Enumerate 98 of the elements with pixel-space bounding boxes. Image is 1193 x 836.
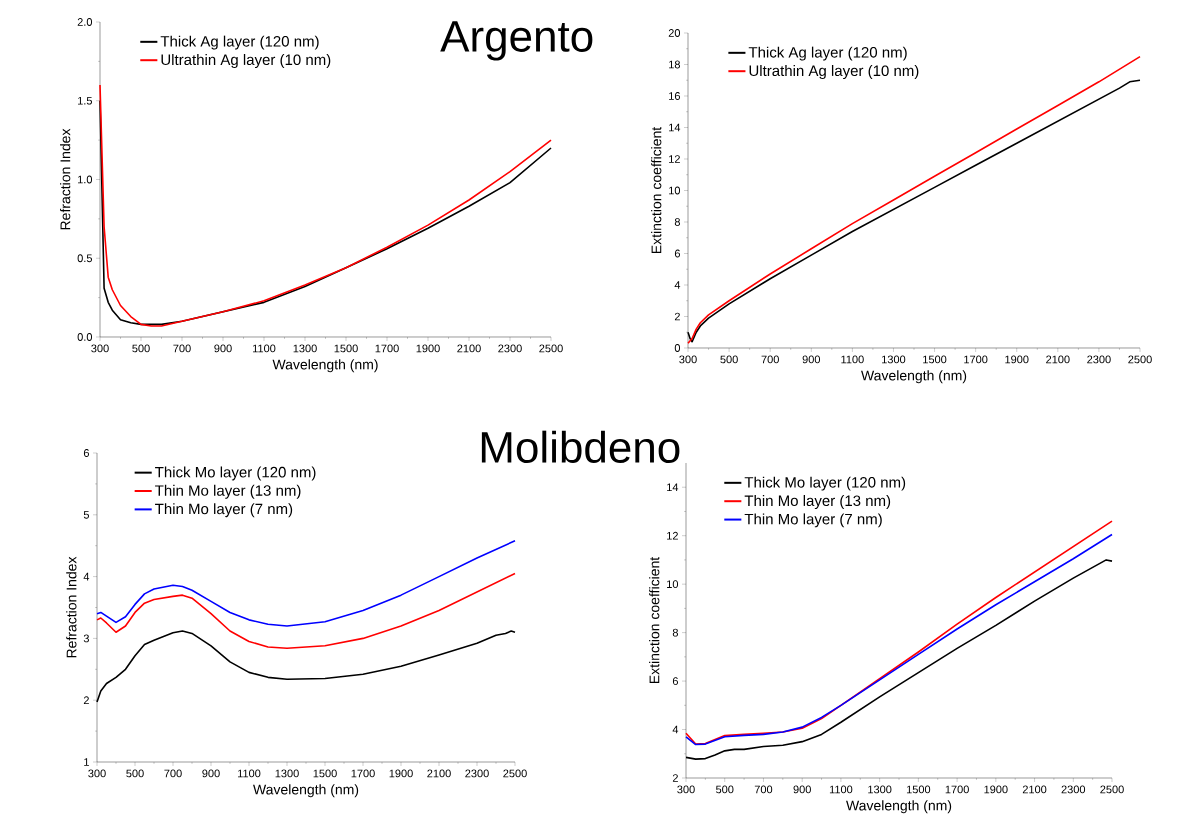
x-tick-label: 1900 [389, 769, 413, 778]
y-tick-label: 0.5 [77, 254, 92, 263]
chart-title: Molibdeno [481, 430, 680, 463]
x-tick-label: 500 [126, 769, 144, 778]
x-tick-label: 1900 [1005, 355, 1029, 364]
x-tick-label: 2500 [503, 769, 527, 778]
y-axis-title: Extinction coefficient [651, 126, 662, 254]
x-tick-label: 2300 [465, 769, 489, 778]
x-tick-label: 300 [677, 785, 695, 794]
x-tick-label: 2300 [1061, 785, 1086, 794]
x-tick-label: 1300 [882, 355, 906, 364]
x-tick-label: 900 [202, 769, 220, 778]
y-tick-label: 14 [669, 123, 681, 132]
x-tick-label: 500 [132, 344, 150, 353]
x-tick-label: 2500 [539, 344, 563, 353]
y-axis-title: Refraction Index [60, 128, 71, 230]
y-axis-title: Refraction Index [66, 556, 77, 658]
y-tick-label: 2.0 [77, 18, 93, 26]
x-tick-label: 700 [164, 769, 182, 778]
x-tick-label: 2300 [498, 344, 522, 353]
x-tick-label: 2100 [1022, 785, 1047, 794]
y-tick-label: 6 [83, 449, 89, 457]
x-tick-label: 2100 [457, 344, 481, 353]
x-tick-label: 900 [793, 785, 811, 794]
x-tick-label: 1900 [416, 344, 440, 353]
y-tick-label: 2 [672, 774, 678, 782]
x-tick-label: 2300 [1087, 355, 1111, 364]
x-axis-title: Wavelength (nm) [272, 359, 378, 373]
y-tick-label: 1.5 [78, 96, 92, 105]
y-tick-label: 0 [674, 344, 681, 352]
x-tick-label: 2500 [1100, 785, 1124, 794]
legend-label: Thin Mo layer (7 nm) [744, 513, 882, 528]
x-axis-title: Wavelength (nm) [846, 800, 952, 814]
y-tick-label: 4 [83, 572, 90, 581]
x-tick-label: 300 [679, 355, 697, 364]
legend-label: Thin Mo layer (13 nm) [155, 484, 301, 499]
legend-label: Thick Mo layer (120 nm) [744, 476, 906, 491]
x-tick-label: 300 [91, 344, 109, 353]
x-axis-title: Wavelength (nm) [253, 784, 359, 798]
x-tick-label: 1100 [829, 785, 853, 794]
legend-label: Thick Ag layer (120 nm) [748, 46, 907, 61]
x-tick-label: 1700 [351, 769, 375, 778]
x-tick-label: 700 [173, 344, 191, 353]
y-tick-label: 1 [84, 758, 89, 766]
legend-label: Thin Mo layer (13 nm) [744, 495, 891, 509]
x-tick-label: 1100 [841, 355, 864, 364]
legend-label: Thin Mo layer (7 nm) [155, 503, 293, 518]
y-tick-label: 0.0 [77, 333, 93, 341]
x-tick-label: 1500 [923, 355, 947, 364]
x-tick-label: 900 [214, 344, 232, 353]
x-tick-label: 700 [754, 785, 773, 794]
y-tick-label: 12 [667, 531, 678, 540]
y-tick-label: 2 [674, 312, 680, 321]
x-tick-label: 1300 [293, 344, 317, 353]
y-tick-label: 1.0 [78, 175, 93, 184]
x-tick-label: 1300 [275, 769, 299, 778]
x-tick-label: 1900 [984, 785, 1008, 794]
x-tick-label: 1500 [313, 769, 337, 778]
y-tick-label: 20 [668, 29, 681, 37]
y-tick-label: 4 [674, 281, 681, 289]
x-tick-label: 1700 [964, 355, 988, 364]
x-tick-label: 2100 [1046, 355, 1070, 364]
y-tick-label: 3 [83, 634, 89, 643]
y-tick-label: 6 [672, 677, 678, 685]
y-tick-label: 18 [669, 60, 680, 69]
y-tick-label: 12 [669, 155, 680, 163]
y-tick-label: 10 [669, 186, 681, 195]
x-tick-label: 1700 [375, 344, 399, 353]
x-tick-label: 500 [716, 785, 734, 794]
x-axis-title: Wavelength (nm) [861, 370, 967, 384]
y-tick-label: 8 [674, 218, 680, 226]
y-tick-label: 6 [674, 249, 680, 258]
y-tick-label: 2 [83, 696, 89, 705]
x-tick-label: 1500 [334, 344, 358, 353]
chart-title: Argento [440, 21, 593, 61]
y-tick-label: 14 [667, 483, 679, 492]
y-axis-title: Extinction coefficient [649, 556, 660, 684]
line-series [96, 539, 516, 627]
y-tick-label: 8 [672, 628, 678, 637]
legend-label: Thick Ag layer (120 nm) [160, 35, 319, 50]
x-tick-label: 300 [88, 769, 106, 778]
x-tick-label: 2500 [1128, 355, 1152, 364]
y-tick-label: 4 [672, 725, 679, 734]
y-tick-label: 10 [667, 580, 679, 589]
x-tick-label: 700 [761, 355, 779, 364]
y-tick-label: 16 [669, 92, 680, 100]
x-tick-label: 900 [802, 355, 821, 364]
x-tick-label: 1700 [945, 785, 969, 794]
x-tick-label: 2100 [427, 769, 451, 778]
x-tick-label: 1100 [238, 769, 261, 778]
legend-label: Ultrathin Ag layer (10 nm) [161, 54, 331, 68]
x-tick-label: 1100 [253, 344, 276, 353]
x-tick-label: 1500 [906, 785, 931, 794]
y-tick-label: 5 [83, 510, 89, 519]
x-tick-label: 1300 [868, 785, 892, 794]
legend-label: Ultrathin Ag layer (10 nm) [749, 65, 919, 79]
x-tick-label: 500 [720, 355, 738, 364]
legend-label: Thick Mo layer (120 nm) [155, 466, 316, 481]
